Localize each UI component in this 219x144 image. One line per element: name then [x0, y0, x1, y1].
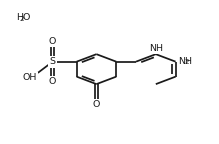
- Text: NH: NH: [178, 57, 192, 66]
- Text: 2: 2: [20, 16, 25, 22]
- Text: O: O: [49, 37, 56, 46]
- Text: O: O: [49, 77, 56, 86]
- Text: 2: 2: [185, 59, 190, 65]
- Text: O: O: [23, 13, 30, 22]
- Text: OH: OH: [23, 73, 37, 82]
- Text: H: H: [16, 13, 23, 22]
- Text: S: S: [50, 57, 56, 66]
- Text: O: O: [93, 100, 100, 109]
- Text: NH: NH: [149, 44, 163, 53]
